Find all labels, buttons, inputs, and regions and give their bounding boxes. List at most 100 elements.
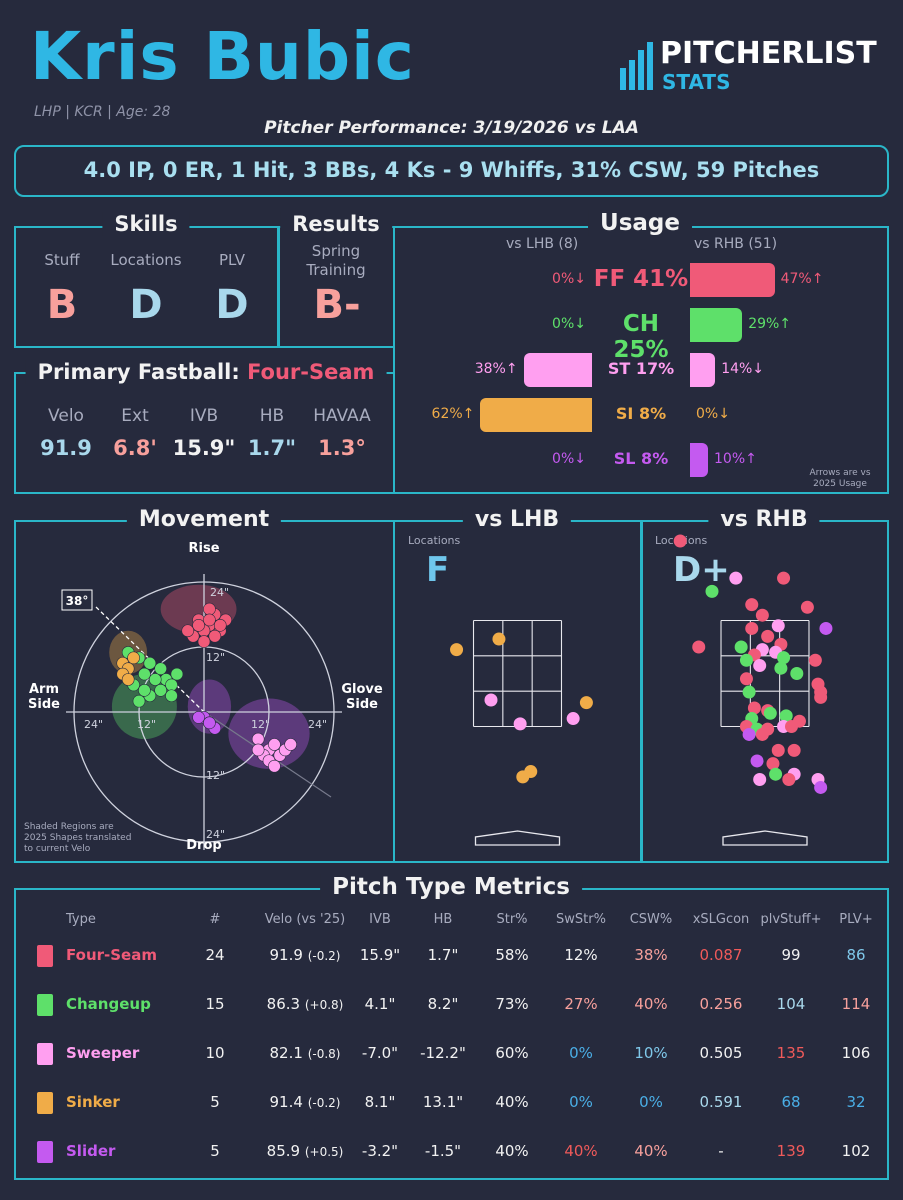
location-point xyxy=(750,754,764,768)
usage-label-rhb: 14%↓ xyxy=(721,361,765,377)
logo-bars-icon xyxy=(620,42,653,90)
metric-stuff: 135 xyxy=(776,1044,806,1062)
metric-str: 60% xyxy=(495,1044,529,1062)
metric-csw: 40% xyxy=(634,1142,668,1160)
velo-cell: 86.3 (+0.8) xyxy=(250,995,360,1013)
skills-title: Skills xyxy=(102,212,190,236)
location-point xyxy=(785,720,798,733)
movement-point xyxy=(251,732,265,746)
metric-str: 40% xyxy=(495,1093,529,1111)
skills-panel xyxy=(14,226,395,348)
summary-text: 4.0 IP, 0 ER, 1 Hit, 3 BBs, 4 Ks - 9 Whi… xyxy=(83,158,820,182)
movement-point xyxy=(121,673,135,686)
velo-diff: (-0.8) xyxy=(307,1047,341,1061)
location-point xyxy=(579,696,593,710)
side-label: 24" xyxy=(308,718,327,731)
metric-xslg: 0.505 xyxy=(699,1044,743,1062)
metrics-panel xyxy=(14,888,889,1180)
ring-label: 24" xyxy=(210,586,229,599)
movement-point xyxy=(284,738,297,751)
metric-n: 5 xyxy=(210,1142,220,1160)
usage-pitch-label: ST 17% xyxy=(607,359,675,378)
movement-point xyxy=(203,716,216,730)
metric-csw: 40% xyxy=(634,995,668,1013)
usage-bar-lhb xyxy=(523,353,592,387)
location-point xyxy=(766,757,780,771)
metrics-title: Pitch Type Metrics xyxy=(320,874,582,900)
table-header: Type xyxy=(66,912,96,927)
metric-ivb: 15.9" xyxy=(359,946,401,964)
location-point xyxy=(787,743,801,757)
metric-plv: 32 xyxy=(846,1093,866,1111)
usage-label-lhb: 0%↓ xyxy=(552,271,586,287)
movement-note: Shaded Regions are 2025 Shapes translated… xyxy=(24,822,131,854)
table-header: xSLGcon xyxy=(692,912,750,927)
glove-side-label: Glove Side xyxy=(341,682,383,712)
skill-label: Locations xyxy=(110,251,182,269)
fastball-title: Primary Fastball: Four-Seam xyxy=(25,360,387,384)
pitch-type: Sinker xyxy=(66,1093,120,1111)
side-label: 24" xyxy=(84,718,103,731)
metric-ivb: -7.0" xyxy=(361,1044,399,1062)
usage-pitch-label: FF 41% xyxy=(593,266,689,292)
location-point xyxy=(777,571,791,585)
side-label: 12" xyxy=(137,718,156,731)
location-point xyxy=(566,712,580,726)
vs-lhb-location-chart: Locations F xyxy=(408,534,593,846)
location-point xyxy=(739,672,753,686)
rise-label: Rise xyxy=(188,541,219,556)
pitch-color-swatch xyxy=(37,1141,53,1163)
metric-n: 15 xyxy=(205,995,225,1013)
results-grade: B- xyxy=(313,282,361,328)
fastball-stat-label: HAVAA xyxy=(313,406,371,426)
performance-title: Pitcher Performance: 3/19/2026 vs LAA xyxy=(264,118,639,138)
metric-hb: 1.7" xyxy=(427,946,459,964)
fastball-stat-value: 91.9 xyxy=(40,436,92,460)
movement-point xyxy=(148,673,162,686)
metric-n: 5 xyxy=(210,1093,220,1111)
velo-diff: (+0.5) xyxy=(304,1145,344,1159)
metric-str: 40% xyxy=(495,1142,529,1160)
metric-swstr: 27% xyxy=(564,995,598,1013)
location-point xyxy=(739,653,753,667)
location-point xyxy=(513,717,527,731)
movement-point xyxy=(197,635,211,648)
location-point xyxy=(705,584,719,598)
pitch-color-swatch xyxy=(37,1043,53,1065)
fastball-stat-value: 6.8' xyxy=(113,436,157,460)
table-header: HB xyxy=(433,912,453,927)
table-header: plvStuff+ xyxy=(760,912,822,927)
location-point xyxy=(673,534,687,548)
metric-swstr: 0% xyxy=(569,1093,593,1111)
summary-box: 4.0 IP, 0 ER, 1 Hit, 3 BBs, 4 Ks - 9 Whi… xyxy=(14,145,889,197)
location-point xyxy=(769,767,783,781)
fastball-stat-value: 1.3° xyxy=(318,436,366,460)
locations-grade: D+ xyxy=(673,550,730,590)
table-header: SwStr% xyxy=(556,912,606,927)
metric-stuff: 68 xyxy=(781,1093,801,1111)
movement-point xyxy=(154,662,167,675)
locations-label: Locations xyxy=(408,534,461,547)
velo-value: 91.9 xyxy=(269,946,308,964)
velo-value: 85.9 xyxy=(266,1142,305,1160)
metric-swstr: 40% xyxy=(564,1142,598,1160)
skill-label: PLV xyxy=(218,251,245,269)
metric-hb: 8.2" xyxy=(427,995,459,1013)
location-point xyxy=(692,640,706,654)
metric-plv: 102 xyxy=(841,1142,871,1160)
fastball-stat-label: Ext xyxy=(121,406,149,426)
usage-label-lhb: 62%↑ xyxy=(431,406,475,422)
pitch-type: Sweeper xyxy=(66,1044,140,1062)
table-header: IVB xyxy=(369,912,391,927)
usage-bar-rhb xyxy=(690,308,743,342)
velo-cell: 91.9 (-0.2) xyxy=(250,946,360,964)
results-title: Results xyxy=(280,212,392,236)
usage-bar-rhb xyxy=(690,443,708,477)
velo-value: 86.3 xyxy=(266,995,305,1013)
usage-pitch-label: SI 8% xyxy=(615,404,667,423)
movement-point xyxy=(268,759,281,773)
usage-bar-rhb xyxy=(690,353,716,387)
velo-value: 82.1 xyxy=(269,1044,308,1062)
location-point xyxy=(450,643,464,657)
movement-title: Movement xyxy=(126,507,282,532)
